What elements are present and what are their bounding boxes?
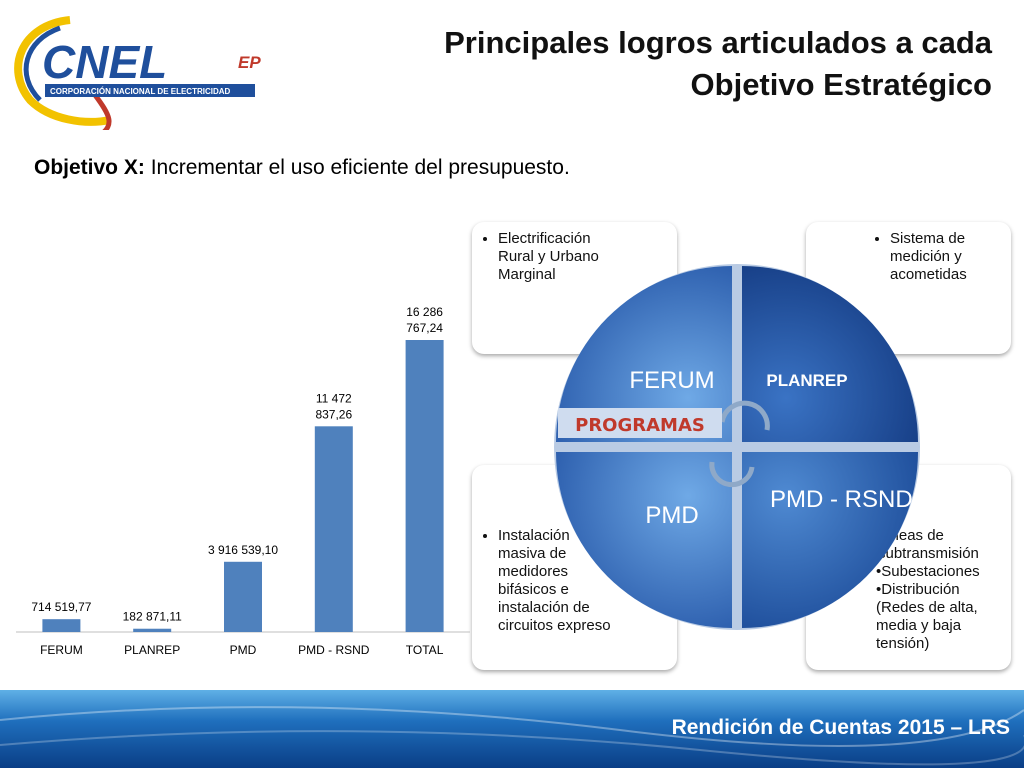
bar-1 [133, 628, 172, 632]
logo-wordmark: CNEL [42, 36, 167, 88]
page-title: Principales logros articulados a cada Ob… [352, 22, 992, 106]
bar-4 [405, 340, 444, 632]
category-label-4: TOTAL [406, 643, 444, 657]
quadrant-pmd-label: PMD [645, 502, 698, 529]
category-label-1: PLANREP [124, 643, 180, 657]
data-label-0: 714 519,77 [31, 600, 91, 614]
budget-bar-chart: 714 519,77 FERUM 182 871,11 PLANREP 3 916 53… [16, 305, 470, 657]
quadrant-planrep [742, 266, 918, 442]
quadrant-rsnd [742, 452, 918, 628]
card-planrep-item: Sistema de medición y acometidas [890, 230, 1015, 284]
logo-suffix: EP [238, 53, 261, 72]
bar-3 [314, 426, 353, 632]
bar-0 [42, 619, 81, 632]
data-label-1: 182 871,11 [123, 610, 182, 624]
title-line-1: Principales logros articulados a cada [444, 25, 992, 60]
quadrant-ferum-label: FERUM [629, 367, 714, 394]
programs-center-label: PROGRAMAS [575, 415, 705, 436]
data-label-2: 3 916 539,10 [208, 543, 278, 557]
quadrant-rsnd-label: PMD - RSND [770, 486, 913, 513]
objective-statement: Objetivo X: Incrementar el uso eficiente… [34, 156, 570, 180]
objective-text: Incrementar el uso eficiente del presupu… [150, 156, 570, 179]
card-rsnd-item-2: •Subestaciones [876, 563, 980, 580]
quadrant-planrep-label: PLANREP [766, 371, 847, 390]
category-label-3: PMD - RSND [298, 643, 370, 657]
objective-label: Objetivo X: [34, 156, 145, 179]
title-line-2: Objetivo Estratégico [690, 67, 992, 102]
card-planrep: Sistema de medición y acometidas [806, 222, 1011, 354]
bar-2 [224, 561, 262, 632]
quadrant-ferum [556, 266, 732, 442]
category-label-0: FERUM [40, 643, 83, 657]
footer-banner: Rendición de Cuentas 2015 – LRS [0, 690, 1024, 768]
data-label-3: 11 472 837,26 [315, 391, 352, 421]
cnel-logo: CNEL EP CORPORACIÓN NACIONAL DE ELECTRIC… [14, 16, 261, 130]
programs-diagram: FERUM PLANREP PMD PMD - RSND PROGRAMAS [554, 264, 920, 630]
card-ferum-item: Electrificación Rural y Urbano Marginal [498, 230, 628, 284]
quadrant-pmd [556, 452, 732, 628]
card-rsnd-item-3: •Distribución (Redes de alta, media y ba… [876, 581, 978, 652]
logo-subtitle: CORPORACIÓN NACIONAL DE ELECTRICIDAD [50, 87, 231, 96]
footer-text: Rendición de Cuentas 2015 – LRS [671, 716, 1010, 739]
data-label-4: 16 286 767,24 [406, 305, 443, 335]
card-pmd-item: Instalación masiva de medidores bifásico… [498, 527, 618, 635]
category-label-2: PMD [230, 643, 257, 657]
footer-decoration [0, 706, 1024, 766]
